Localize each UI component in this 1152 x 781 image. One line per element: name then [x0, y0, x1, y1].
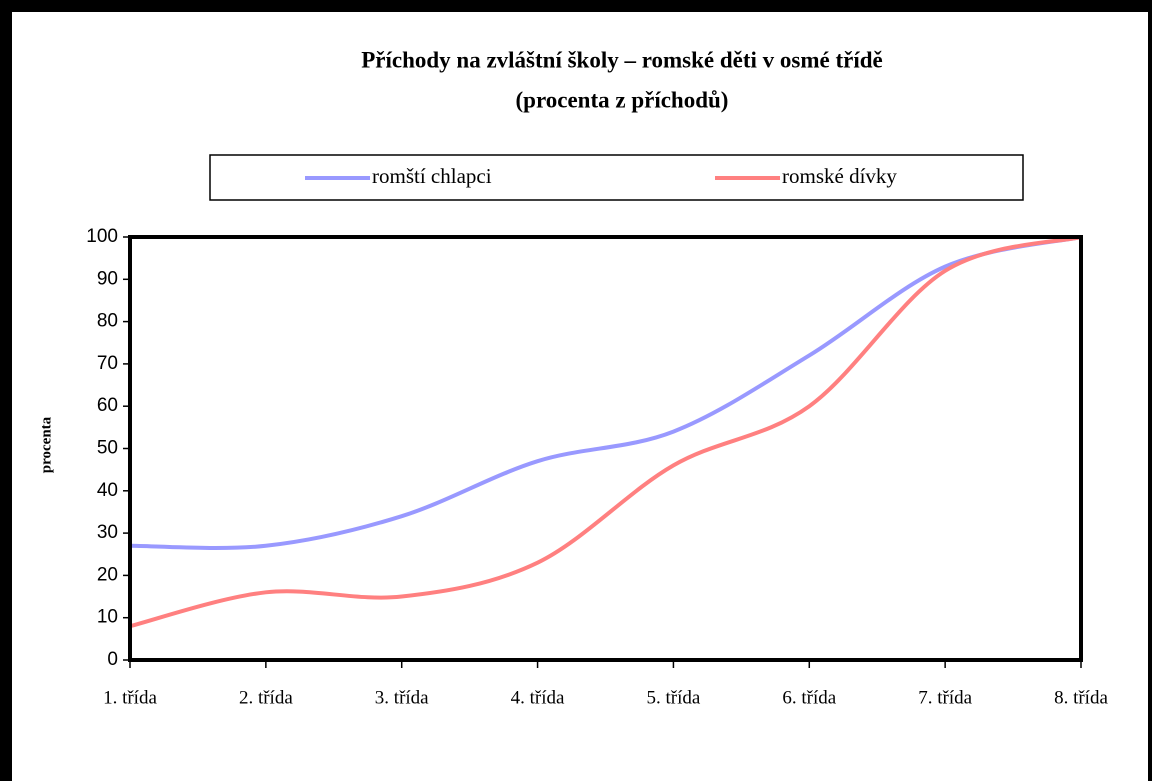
- x-tick-label: 7. třída: [918, 687, 972, 708]
- x-tick-label: 1. třída: [103, 687, 157, 708]
- legend-label: romské dívky: [782, 164, 897, 188]
- x-tick-label: 3. třída: [375, 687, 429, 708]
- y-tick-label: 20: [97, 564, 118, 585]
- chart-background: [12, 12, 1148, 781]
- y-tick-label: 70: [97, 353, 118, 374]
- legend-label: romští chlapci: [372, 164, 492, 188]
- x-tick-label: 6. třída: [782, 687, 836, 708]
- y-tick-label: 60: [97, 395, 118, 416]
- y-tick-label: 0: [107, 649, 118, 670]
- y-tick-label: 100: [86, 226, 118, 247]
- y-tick-label: 10: [97, 607, 118, 628]
- x-tick-label: 4. třída: [511, 687, 565, 708]
- plot-frame: [128, 235, 1083, 662]
- y-tick-label: 30: [97, 522, 118, 543]
- x-tick-label: 5. třída: [647, 687, 701, 708]
- y-tick-label: 80: [97, 311, 118, 332]
- chart-title: Příchody na zvláštní školy – romské děti…: [361, 47, 883, 72]
- chart-subtitle: (procenta z příchodů): [516, 87, 729, 112]
- y-tick-label: 50: [97, 438, 118, 459]
- x-tick-label: 8. třída: [1054, 687, 1108, 708]
- series-line: [129, 235, 1082, 550]
- series-line: [129, 235, 1082, 629]
- x-tick-label: 2. třída: [239, 687, 293, 708]
- y-tick-label: 40: [97, 480, 118, 501]
- y-axis-label: procenta: [38, 416, 54, 473]
- y-tick-label: 90: [97, 268, 118, 289]
